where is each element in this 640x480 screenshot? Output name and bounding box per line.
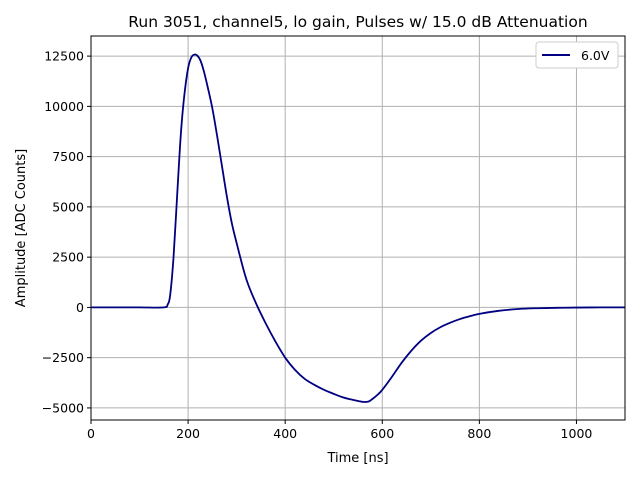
y-tick-label: 12500	[44, 49, 84, 64]
y-axis-label: Amplitude [ADC Counts]	[14, 149, 29, 307]
x-tick-label: 200	[176, 426, 200, 441]
plot-frame	[90, 35, 626, 421]
grid-lines	[90, 36, 625, 420]
y-tick-label: −2500	[42, 350, 84, 365]
x-tick-label: 0	[87, 426, 95, 441]
legend-label-6v: 6.0V	[581, 48, 610, 63]
legend-box	[535, 41, 619, 69]
series-line-6v	[91, 53, 626, 403]
y-tick-label: 0	[76, 300, 84, 315]
series-layer	[91, 53, 626, 403]
x-tick-label: 1000	[561, 426, 593, 441]
x-axis-label: Time [ns]	[326, 451, 388, 466]
x-tick-label: 600	[370, 426, 394, 441]
x-tick-label: 400	[273, 426, 297, 441]
x-tick-label: 800	[467, 426, 491, 441]
axis-ticks: 0 200 400 600 800 1000 −5000 −2500 0 2500 5000 7500…	[42, 49, 593, 441]
chart-title: Run 3051, channel5, lo gain, Pulses w/ 1…	[128, 13, 587, 31]
y-tick-label: 2500	[52, 250, 84, 265]
legend: 6.0V	[535, 41, 619, 69]
y-tick-label: 7500	[52, 149, 84, 164]
y-tick-label: −5000	[42, 400, 84, 415]
y-tick-label: 10000	[44, 99, 84, 114]
y-tick-label: 5000	[52, 199, 84, 214]
